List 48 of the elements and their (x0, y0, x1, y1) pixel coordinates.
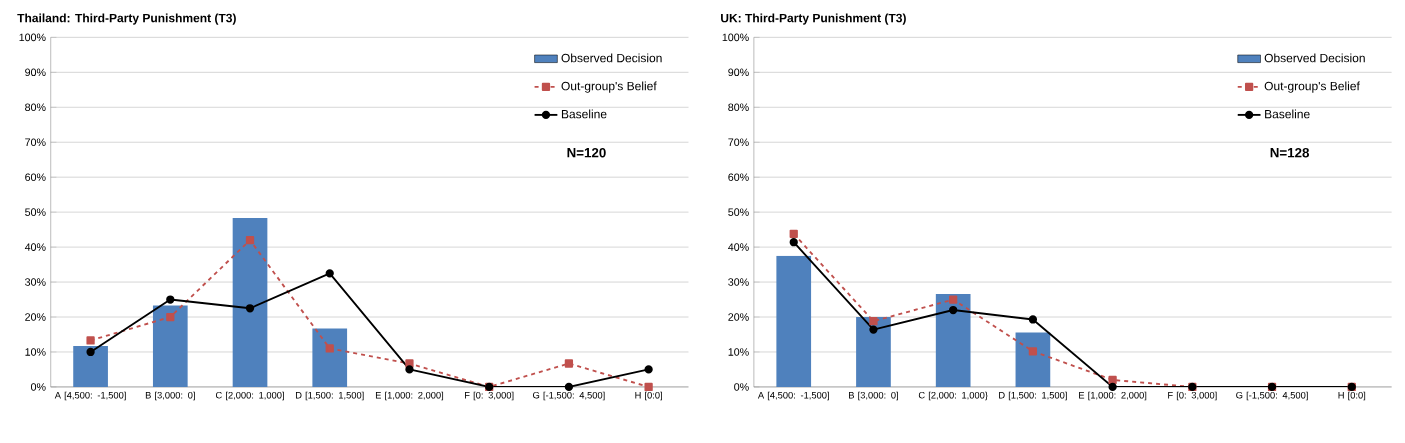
y-tick-label: 0% (734, 383, 749, 391)
x-tick-label: D [1,500: 1,500] (999, 391, 1067, 401)
x-tick-label: B [3,000: 0] (849, 391, 898, 401)
y-tick-label: 0% (31, 383, 46, 391)
annotation: N=120 (567, 148, 606, 158)
legend-label: Out-group's Belief (561, 81, 657, 93)
y-tick-label: 90% (728, 68, 749, 77)
y-tick-label: 10% (25, 348, 46, 356)
y-tick-label: 100% (19, 33, 46, 42)
x-tick-label: G [-1,500: 4,500] (1236, 391, 1308, 401)
y-tick-label: 70% (25, 138, 46, 147)
legend-label: Observed Decision (561, 53, 662, 63)
x-tick-label: B [3,000: 0] (145, 391, 195, 401)
y-tick-label: 100% (722, 33, 749, 42)
x-tick-label: E [1,000: 2,000] (375, 391, 444, 401)
y-tick-label: 30% (728, 278, 749, 286)
x-tick-label: H [0:0] (1338, 391, 1366, 401)
x-tick-label: A [4,500: -1,500] (757, 391, 829, 401)
x-tick-label: E [1,000: 2,000] (1079, 391, 1147, 401)
y-tick-label: 50% (25, 208, 46, 216)
x-tick-label: A [4,500: -1,500] (54, 391, 126, 401)
chart-title: Thailand: Third-Party Punishment (T3) (17, 13, 236, 25)
y-tick-label: 20% (25, 313, 46, 321)
x-tick-label: F [0: 3,000] (1168, 391, 1217, 401)
y-tick-label: 80% (728, 103, 749, 112)
annotation: N=128 (1270, 148, 1310, 158)
legend-label: Baseline (1265, 109, 1310, 119)
y-tick-label: 80% (25, 103, 46, 112)
legend-label: Out-group's Belief (1264, 81, 1360, 93)
y-tick-label: 60% (25, 173, 46, 181)
y-tick-label: 40% (728, 243, 749, 251)
x-tick-label: D [1,500: 1,500] (295, 391, 364, 401)
y-tick-label: 20% (728, 313, 749, 321)
legend-label: Baseline (561, 109, 607, 119)
y-tick-label: 50% (728, 208, 749, 216)
x-tick-label: H [0:0] (635, 391, 662, 401)
x-tick-label: G [-1,500: 4,500] (533, 391, 605, 401)
x-tick-label: C [2,000: 1,000] (215, 391, 284, 401)
y-tick-label: 40% (24, 243, 46, 251)
y-tick-label: 30% (25, 278, 46, 286)
y-tick-label: 10% (728, 348, 749, 356)
chart-title: UK: Third-Party Punishment (T3) (721, 13, 906, 25)
legend-label: Observed Decision (1264, 53, 1365, 63)
x-tick-label: C [2,000: 1,000} (918, 391, 988, 401)
y-tick-label: 60% (728, 173, 749, 181)
y-tick-label: 90% (25, 68, 46, 77)
y-tick-label: 70% (728, 138, 749, 147)
x-tick-label: F [0: 3,000] (465, 391, 514, 401)
